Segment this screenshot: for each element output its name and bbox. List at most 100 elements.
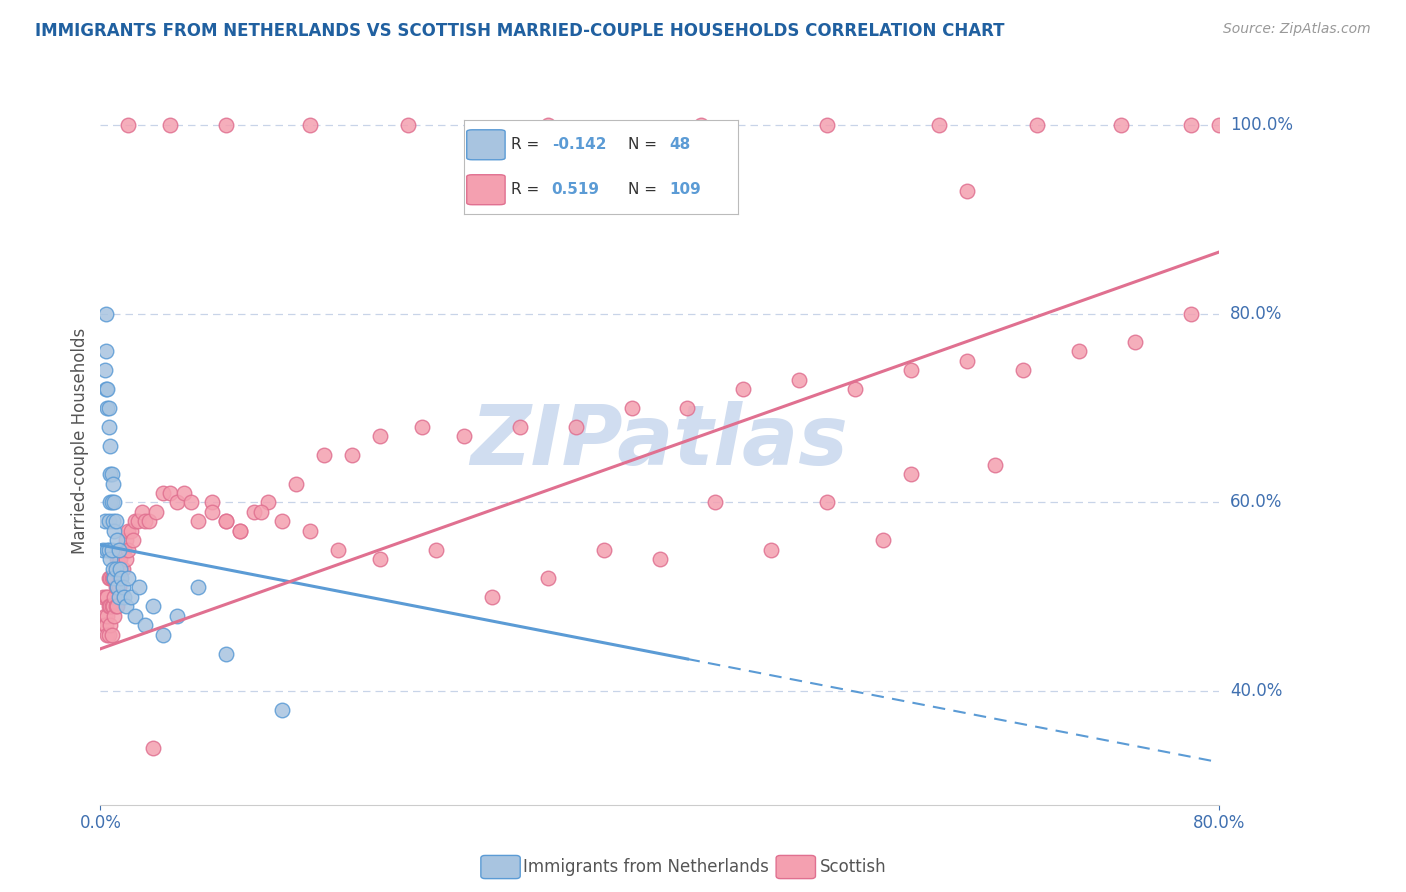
Point: [1012, 363, 1035, 377]
Point: [110, 542, 132, 557]
Point: [1347, 231, 1369, 245]
Text: 48: 48: [669, 136, 690, 152]
Point: [733, 382, 755, 396]
Point: [142, 741, 165, 756]
Point: [94, 344, 117, 359]
Point: [105, 581, 128, 595]
Point: [299, 118, 322, 132]
Point: [114, 599, 136, 614]
Point: [96, 542, 118, 557]
Point: [187, 581, 209, 595]
Point: [117, 118, 139, 132]
Text: 40.0%: 40.0%: [1230, 682, 1282, 700]
Text: N =: N =: [628, 182, 662, 197]
Point: [215, 118, 238, 132]
Point: [103, 495, 125, 509]
Point: [101, 599, 124, 614]
Point: [285, 476, 308, 491]
Point: [145, 505, 167, 519]
Point: [1026, 118, 1049, 132]
Point: [1180, 118, 1202, 132]
Point: [93, 608, 115, 623]
Point: [103, 590, 125, 604]
Point: [1403, 202, 1406, 217]
Point: [592, 542, 614, 557]
Point: [229, 524, 252, 538]
Point: [112, 542, 135, 557]
Point: [100, 542, 122, 557]
Point: [96, 590, 118, 604]
Point: [271, 703, 294, 717]
Text: Source: ZipAtlas.com: Source: ZipAtlas.com: [1223, 22, 1371, 37]
Point: [98, 618, 121, 632]
Text: R =: R =: [510, 136, 544, 152]
Point: [984, 458, 1007, 472]
Point: [96, 608, 118, 623]
Point: [94, 618, 117, 632]
Point: [97, 420, 120, 434]
Point: [107, 590, 129, 604]
Point: [481, 590, 503, 604]
Point: [215, 514, 238, 528]
Point: [787, 373, 810, 387]
Point: [105, 581, 128, 595]
Point: [368, 552, 391, 566]
Point: [1067, 344, 1090, 359]
Text: ZIPatlas: ZIPatlas: [471, 401, 848, 482]
Point: [96, 382, 118, 396]
Point: [100, 599, 122, 614]
Point: [537, 118, 560, 132]
Point: [956, 353, 979, 368]
Point: [103, 571, 125, 585]
Point: [142, 599, 165, 614]
Point: [1208, 118, 1230, 132]
Point: [299, 524, 322, 538]
Point: [1123, 334, 1146, 349]
Point: [117, 524, 139, 538]
Point: [108, 571, 131, 585]
Point: [98, 467, 121, 482]
Point: [250, 505, 273, 519]
Point: [105, 552, 128, 566]
Point: [108, 552, 131, 566]
Point: [1291, 260, 1313, 274]
Point: [111, 561, 134, 575]
Point: [103, 571, 125, 585]
Text: IMMIGRANTS FROM NETHERLANDS VS SCOTTISH MARRIED-COUPLE HOUSEHOLDS CORRELATION CH: IMMIGRANTS FROM NETHERLANDS VS SCOTTISH …: [35, 22, 1005, 40]
Text: Immigrants from Netherlands: Immigrants from Netherlands: [523, 858, 769, 876]
Point: [564, 420, 586, 434]
Point: [676, 401, 699, 415]
Point: [159, 118, 181, 132]
Text: Scottish: Scottish: [820, 858, 886, 876]
Point: [815, 495, 838, 509]
Point: [152, 486, 174, 500]
Point: [128, 581, 150, 595]
Point: [114, 552, 136, 566]
Point: [1180, 307, 1202, 321]
FancyBboxPatch shape: [467, 175, 505, 205]
Point: [159, 486, 181, 500]
Point: [326, 542, 349, 557]
Point: [105, 533, 128, 548]
Point: [134, 618, 156, 632]
Point: [91, 590, 114, 604]
Text: 109: 109: [669, 182, 702, 197]
Point: [91, 542, 114, 557]
Point: [107, 552, 129, 566]
Point: [453, 429, 475, 443]
Point: [411, 420, 433, 434]
Point: [97, 514, 120, 528]
Point: [96, 401, 118, 415]
Point: [100, 628, 122, 642]
Point: [134, 514, 156, 528]
Point: [111, 542, 134, 557]
Point: [111, 581, 134, 595]
Point: [166, 495, 188, 509]
Point: [105, 599, 128, 614]
Point: [180, 495, 202, 509]
Point: [425, 542, 447, 557]
Point: [112, 590, 135, 604]
Point: [117, 571, 139, 585]
Point: [396, 118, 419, 132]
Point: [97, 542, 120, 557]
